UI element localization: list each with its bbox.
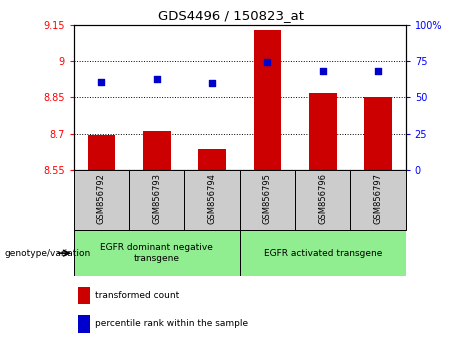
Text: EGFR activated transgene: EGFR activated transgene	[264, 249, 382, 258]
Text: transformed count: transformed count	[95, 291, 179, 300]
FancyBboxPatch shape	[295, 170, 350, 230]
Text: GDS4496 / 150823_at: GDS4496 / 150823_at	[158, 9, 303, 22]
Bar	[254, 30, 281, 170]
Text: GSM856792: GSM856792	[97, 173, 106, 224]
Point	[153, 76, 160, 82]
FancyBboxPatch shape	[350, 170, 406, 230]
Point	[208, 80, 216, 86]
Bar	[309, 92, 337, 170]
Point	[319, 68, 326, 74]
FancyBboxPatch shape	[74, 170, 129, 230]
Point	[374, 68, 382, 74]
Bar	[143, 131, 171, 170]
FancyBboxPatch shape	[240, 230, 406, 276]
FancyBboxPatch shape	[184, 170, 240, 230]
Bar	[198, 149, 226, 170]
Bar	[364, 97, 392, 170]
Text: GSM856794: GSM856794	[207, 173, 217, 224]
Text: genotype/variation: genotype/variation	[5, 249, 91, 258]
FancyBboxPatch shape	[240, 170, 295, 230]
FancyBboxPatch shape	[129, 170, 184, 230]
Text: GSM856796: GSM856796	[318, 173, 327, 224]
Point	[264, 59, 271, 65]
Text: GSM856795: GSM856795	[263, 173, 272, 224]
Text: EGFR dominant negative
transgene: EGFR dominant negative transgene	[100, 244, 213, 263]
Point	[98, 79, 105, 85]
Text: GSM856797: GSM856797	[373, 173, 383, 224]
Bar	[88, 135, 115, 170]
FancyBboxPatch shape	[74, 230, 240, 276]
Text: GSM856793: GSM856793	[152, 173, 161, 224]
Text: percentile rank within the sample: percentile rank within the sample	[95, 319, 248, 329]
